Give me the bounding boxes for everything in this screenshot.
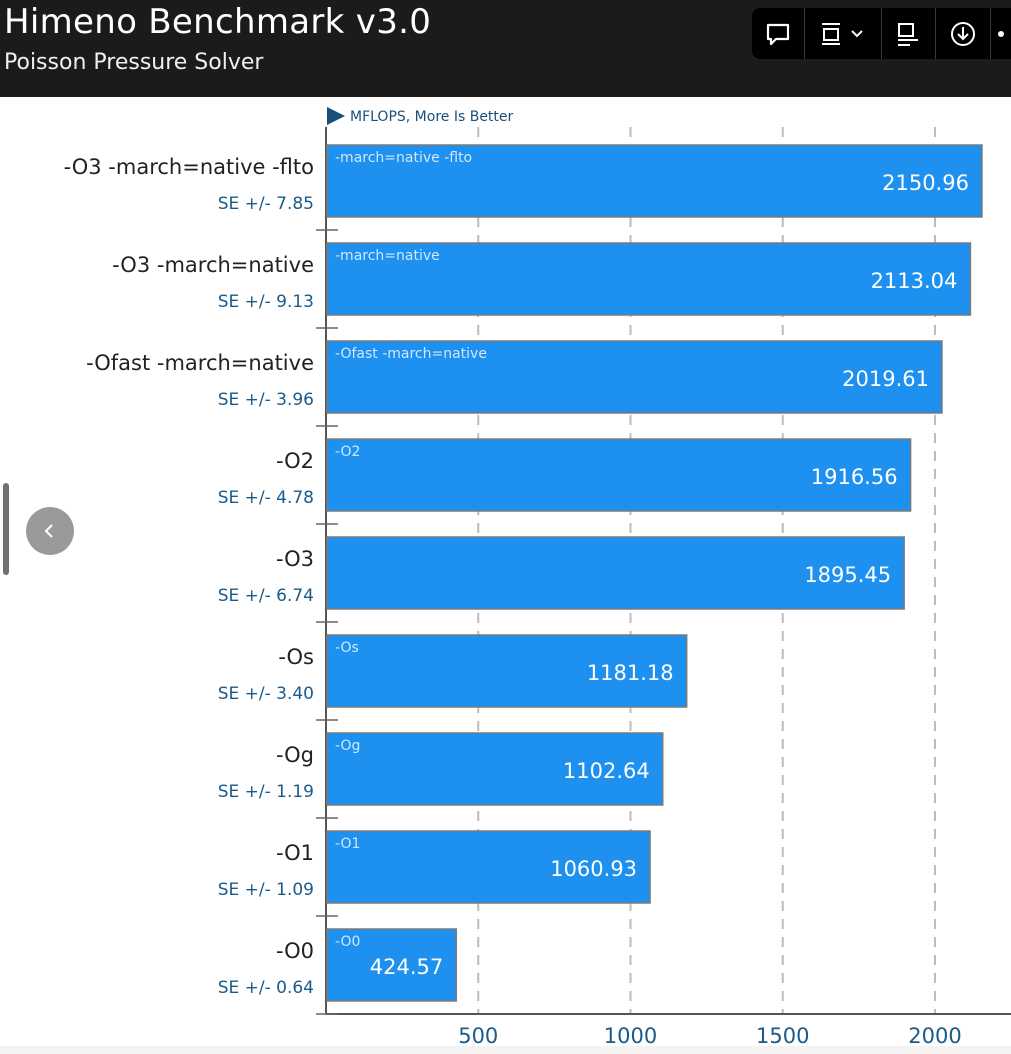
se-label: SE +/- 3.40 xyxy=(218,684,314,704)
se-label: SE +/- 0.64 xyxy=(218,978,314,998)
bottom-strip xyxy=(0,1046,1011,1054)
bar xyxy=(326,634,688,708)
category-label: -O2 xyxy=(276,449,314,473)
se-label: SE +/- 4.78 xyxy=(218,488,314,508)
bar xyxy=(326,928,458,1002)
x-tick-label: 500 xyxy=(458,1024,498,1046)
bar-value-label: 424.57 xyxy=(370,955,443,979)
category-label: -Og xyxy=(276,743,314,767)
se-label: SE +/- 1.09 xyxy=(218,880,314,900)
chart-toolbar xyxy=(752,8,1011,59)
bar-value-label: 2113.04 xyxy=(871,269,958,293)
chart-title: Himeno Benchmark v3.0 xyxy=(4,2,432,42)
download-button[interactable] xyxy=(936,8,992,59)
chart-header: Himeno Benchmark v3.0 Poisson Pressure S… xyxy=(0,0,1011,97)
se-label: SE +/- 6.74 xyxy=(218,586,314,606)
legend-label: MFLOPS, More Is Better xyxy=(350,109,514,125)
bar-chart: MFLOPS, More Is Better 500 1000 1500 2000 -ma… xyxy=(64,107,1011,1046)
comment-icon xyxy=(766,23,789,45)
legend-arrow-icon xyxy=(327,107,345,125)
chart-subtitle: Poisson Pressure Solver xyxy=(4,50,264,75)
bar xyxy=(326,144,983,218)
more-icon xyxy=(998,30,1005,37)
download-icon xyxy=(951,21,976,46)
bar-value-label: 1895.45 xyxy=(804,563,891,587)
x-tick-label: 1500 xyxy=(756,1024,809,1046)
bar xyxy=(326,732,664,806)
x-tick-label: 2000 xyxy=(908,1024,961,1046)
bar-value-label: 1181.18 xyxy=(587,661,674,685)
category-label: -O1 xyxy=(276,841,314,865)
bar-inner-label: -Os xyxy=(335,640,359,656)
bar xyxy=(326,340,943,414)
bar xyxy=(326,830,651,904)
text-align-button[interactable] xyxy=(882,8,937,59)
bar-value-label: 1060.93 xyxy=(550,857,637,881)
category-label: -Ofast -march=native xyxy=(86,351,314,375)
bar-inner-label: -Ofast -march=native xyxy=(335,346,487,362)
bar xyxy=(326,242,972,316)
x-tick-label: 1000 xyxy=(604,1024,657,1046)
bar-inner-label: -O1 xyxy=(335,836,360,852)
bar xyxy=(326,536,905,610)
layout-dropdown-button[interactable] xyxy=(805,8,882,59)
chevron-left-icon xyxy=(44,524,53,538)
category-label: -Os xyxy=(278,645,314,669)
comment-button[interactable] xyxy=(752,8,805,59)
category-label: -O3 -march=native xyxy=(112,253,314,277)
bar-value-label: 1916.56 xyxy=(811,465,898,489)
bar-inner-label: -march=native -flto xyxy=(335,150,472,166)
bar-value-label: 2019.61 xyxy=(842,367,929,391)
text-align-icon xyxy=(898,22,919,46)
bar-value-label: 2150.96 xyxy=(882,171,969,195)
category-label: -O3 -march=native -flto xyxy=(64,155,314,179)
bar-inner-label: -Og xyxy=(335,738,360,754)
se-label: SE +/- 9.13 xyxy=(218,292,314,312)
previous-button[interactable] xyxy=(26,507,74,555)
bar xyxy=(326,438,912,512)
more-button[interactable] xyxy=(991,8,1011,59)
bar-inner-label: -O2 xyxy=(335,444,360,460)
se-label: SE +/- 3.96 xyxy=(218,390,314,410)
se-label: SE +/- 1.19 xyxy=(218,782,314,802)
bar-inner-label: -O0 xyxy=(335,934,360,950)
category-label: -O0 xyxy=(276,939,314,963)
layout-dropdown-icon xyxy=(821,22,863,45)
se-label: SE +/- 7.85 xyxy=(218,194,314,214)
scroll-handle[interactable] xyxy=(3,483,9,575)
bar-value-label: 1102.64 xyxy=(563,759,650,783)
category-label: -O3 xyxy=(276,547,314,571)
bar-inner-label: -march=native xyxy=(335,248,440,264)
